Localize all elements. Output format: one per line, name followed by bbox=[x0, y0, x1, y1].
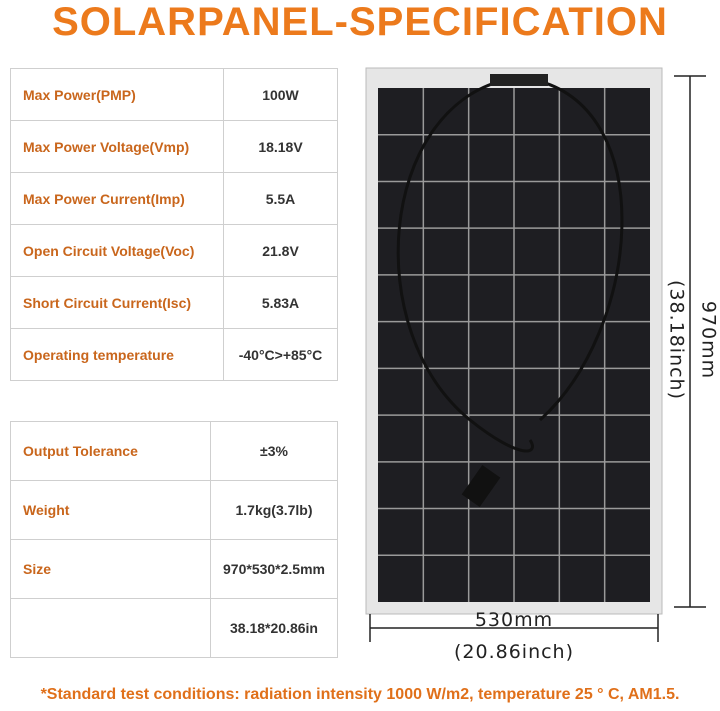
spec-value: 21.8V bbox=[223, 224, 338, 277]
footnote: *Standard test conditions: radiation int… bbox=[40, 686, 680, 703]
spec-row: Operating temperature -40°C>+85°C bbox=[10, 328, 338, 381]
spec-label: Open Circuit Voltage(Voc) bbox=[10, 224, 224, 277]
spec-row: Size 970*530*2.5mm bbox=[9, 539, 338, 599]
spec-label: Weight bbox=[9, 480, 212, 540]
spec-label bbox=[9, 598, 212, 658]
spec-row: 38.18*20.86in bbox=[9, 598, 338, 658]
junction-box bbox=[490, 74, 548, 86]
spec-value: 5.5A bbox=[223, 172, 338, 225]
spec-value: 100W bbox=[223, 68, 338, 121]
title: SOLARPANEL-SPECIFICATION bbox=[52, 0, 668, 44]
connector bbox=[461, 464, 501, 508]
spec-label: Max Power Voltage(Vmp) bbox=[10, 120, 224, 173]
spec-row: Max Power Voltage(Vmp) 18.18V bbox=[10, 120, 338, 173]
spec-label: Short Circuit Current(Isc) bbox=[10, 276, 224, 329]
spec-label: Output Tolerance bbox=[9, 421, 212, 481]
spec-row: Open Circuit Voltage(Voc) 21.8V bbox=[10, 224, 338, 277]
spec-row: Max Power Current(Imp) 5.5A bbox=[10, 172, 338, 225]
spec-value: -40°C>+85°C bbox=[223, 328, 338, 381]
width-inch: (20.86inch) bbox=[454, 641, 574, 663]
spec-value: ±3% bbox=[210, 421, 338, 481]
spec-row: Max Power(PMP) 100W bbox=[10, 68, 338, 121]
spec-row: Short Circuit Current(Isc) 5.83A bbox=[10, 276, 338, 329]
spec-label: Operating temperature bbox=[10, 328, 224, 381]
spec-row: Output Tolerance ±3% bbox=[9, 421, 338, 481]
spec-label: Size bbox=[9, 539, 212, 599]
spec-label: Max Power Current(Imp) bbox=[10, 172, 224, 225]
dimension-lines bbox=[369, 75, 706, 642]
width-mm: 530mm bbox=[475, 609, 553, 631]
spec-table: Output Tolerance ±3% Weight 1.7kg(3.7lb) Siz… bbox=[9, 421, 338, 658]
spec-row: Weight 1.7kg(3.7lb) bbox=[9, 480, 338, 540]
spec-value: 1.7kg(3.7lb) bbox=[210, 480, 338, 540]
spec-value: 5.83A bbox=[223, 276, 338, 329]
spec-value: 38.18*20.86in bbox=[210, 598, 338, 658]
height-inch: (38.18inch) bbox=[666, 280, 688, 400]
spec-value: 970*530*2.5mm bbox=[210, 539, 338, 599]
cable bbox=[396, 78, 624, 453]
height-mm: 970mm bbox=[698, 301, 720, 379]
spec-table: Max Power(PMP) 100W Max Power Voltage(Vmp)… bbox=[10, 68, 338, 381]
spec-label: Max Power(PMP) bbox=[10, 68, 224, 121]
